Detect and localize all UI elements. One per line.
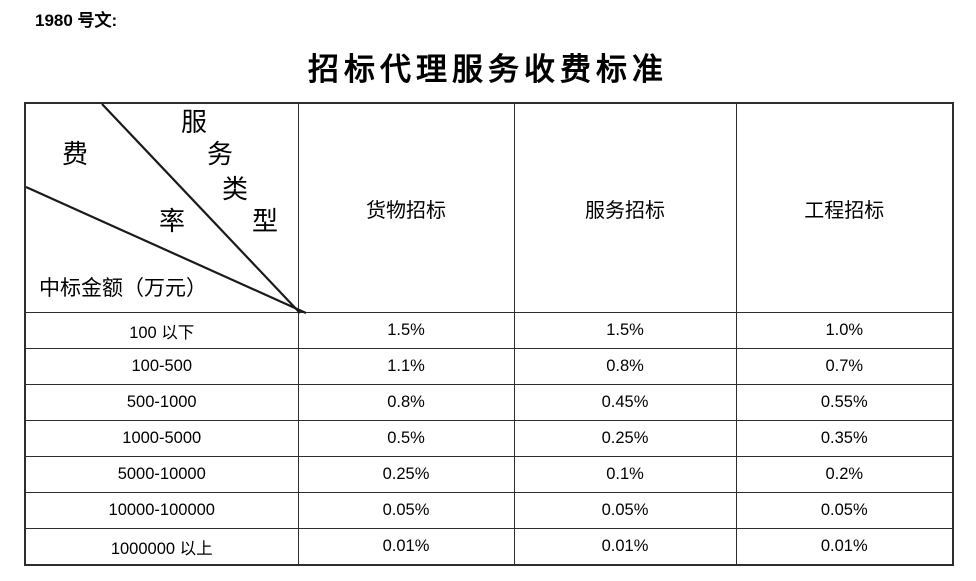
table-row: 500-1000 0.8% 0.45% 0.55% bbox=[24, 384, 954, 421]
row-label: 100 以下 bbox=[24, 312, 299, 349]
fee-cell: 0.55% bbox=[735, 384, 954, 421]
table-row: 1000000 以上 0.01% 0.01% 0.01% bbox=[24, 528, 954, 566]
fee-cell: 0.8% bbox=[297, 384, 515, 421]
diagonal-lines bbox=[25, 103, 307, 315]
fee-standard-table: 服 务 类 型 费 率 中标金额（万元） 货物招标 服务招标 工程招标 100 … bbox=[24, 102, 954, 566]
diagonal-corner-cell: 服 务 类 型 费 率 中标金额（万元） bbox=[24, 102, 307, 315]
row-label: 10000-100000 bbox=[24, 492, 299, 529]
corner-bottom-label: 中标金额（万元） bbox=[39, 276, 207, 300]
corner-label-char: 务 bbox=[207, 140, 234, 169]
fee-cell: 0.25% bbox=[297, 456, 515, 493]
fee-cell: 0.05% bbox=[297, 492, 515, 529]
fee-cell: 1.5% bbox=[297, 312, 515, 349]
corner-label-char: 率 bbox=[159, 207, 186, 236]
col-header-services: 服务招标 bbox=[513, 102, 737, 313]
corner-label-char: 费 bbox=[62, 140, 89, 169]
fee-cell: 1.0% bbox=[735, 312, 954, 349]
col-header-works: 工程招标 bbox=[735, 102, 954, 313]
row-label: 500-1000 bbox=[24, 384, 299, 421]
fee-cell: 0.45% bbox=[513, 384, 737, 421]
fee-cell: 0.35% bbox=[735, 420, 954, 457]
doc-number: 1980 号文: bbox=[35, 11, 118, 30]
fee-cell: 0.2% bbox=[735, 456, 954, 493]
table-row: 100 以下 1.5% 1.5% 1.0% bbox=[24, 312, 954, 349]
row-label: 1000000 以上 bbox=[24, 528, 299, 566]
row-label: 5000-10000 bbox=[24, 456, 299, 493]
table-row: 100-500 1.1% 0.8% 0.7% bbox=[24, 348, 954, 385]
fee-cell: 1.5% bbox=[513, 312, 737, 349]
fee-cell: 0.8% bbox=[513, 348, 737, 385]
fee-cell: 0.5% bbox=[297, 420, 515, 457]
table-row: 1000-5000 0.5% 0.25% 0.35% bbox=[24, 420, 954, 457]
fee-cell: 0.01% bbox=[297, 528, 515, 566]
page-title: 招标代理服务收费标准 bbox=[308, 52, 668, 87]
fee-cell: 0.7% bbox=[735, 348, 954, 385]
diagonal-line-upper bbox=[101, 103, 301, 314]
fee-cell: 1.1% bbox=[297, 348, 515, 385]
row-label: 100-500 bbox=[24, 348, 299, 385]
header-row: 服 务 类 型 费 率 中标金额（万元） 货物招标 服务招标 工程招标 bbox=[24, 102, 954, 315]
diagonal-corner-box: 服 务 类 型 费 率 中标金额（万元） bbox=[25, 103, 307, 315]
fee-cell: 0.05% bbox=[735, 492, 954, 529]
row-label: 1000-5000 bbox=[24, 420, 299, 457]
corner-label-char: 服 bbox=[181, 108, 208, 137]
fee-cell: 0.1% bbox=[513, 456, 737, 493]
fee-cell: 0.01% bbox=[513, 528, 737, 566]
corner-label-char: 类 bbox=[222, 175, 249, 204]
col-header-goods: 货物招标 bbox=[297, 102, 515, 313]
corner-label-char: 型 bbox=[252, 207, 279, 236]
table-row: 10000-100000 0.05% 0.05% 0.05% bbox=[24, 492, 954, 529]
fee-cell: 0.25% bbox=[513, 420, 737, 457]
fee-cell: 0.05% bbox=[513, 492, 737, 529]
fee-cell: 0.01% bbox=[735, 528, 954, 566]
table-row: 5000-10000 0.25% 0.1% 0.2% bbox=[24, 456, 954, 493]
diagonal-line-lower bbox=[25, 185, 307, 315]
